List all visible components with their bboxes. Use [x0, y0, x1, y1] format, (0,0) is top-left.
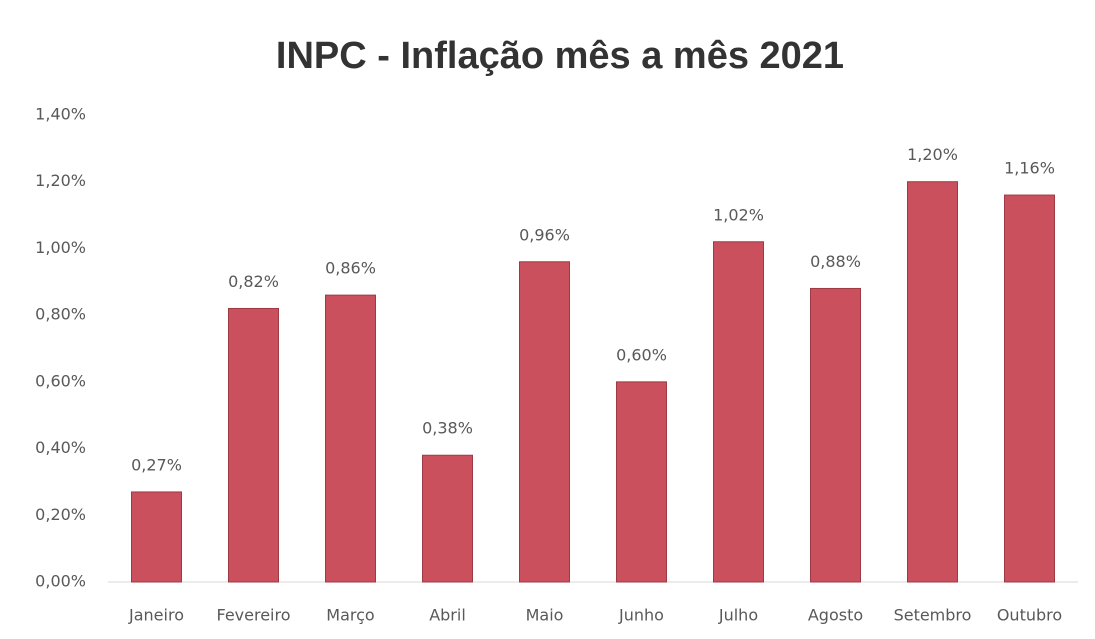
x-tick-label: Março — [326, 606, 374, 625]
data-label: 1,16% — [1004, 159, 1055, 178]
data-label: 0,88% — [810, 252, 861, 271]
x-tick-label: Junho — [618, 606, 664, 625]
bar — [907, 181, 958, 583]
bar — [1004, 194, 1055, 583]
data-label: 1,20% — [907, 145, 958, 164]
bar — [519, 261, 570, 583]
bar — [228, 307, 279, 583]
y-tick-label: 0,20% — [35, 505, 86, 524]
x-tick-label: Maio — [526, 606, 564, 625]
x-tick-label: Fevereiro — [216, 606, 290, 625]
x-tick-label: Abril — [429, 606, 466, 625]
data-label: 1,02% — [713, 205, 764, 224]
x-tick-label: Setembro — [894, 606, 972, 625]
y-tick-label: 1,00% — [35, 238, 86, 257]
bar — [325, 294, 376, 583]
y-tick-label: 0,80% — [35, 305, 86, 324]
y-tick-label: 1,40% — [35, 105, 86, 124]
y-tick-label: 0,60% — [35, 371, 86, 390]
x-tick-label: Agosto — [808, 606, 863, 625]
data-label: 0,82% — [228, 272, 279, 291]
chart-title: INPC - Inflação mês a mês 2021 — [276, 35, 844, 77]
data-label: 0,60% — [616, 345, 667, 364]
x-tick-label: Janeiro — [128, 606, 184, 625]
y-tick-label: 0,40% — [35, 438, 86, 457]
bar — [616, 381, 667, 583]
data-label: 0,86% — [325, 259, 376, 278]
bar — [713, 241, 764, 583]
data-label: 0,27% — [131, 455, 182, 474]
bar — [810, 287, 861, 583]
data-label: 0,38% — [422, 419, 473, 438]
y-tick-label: 1,20% — [35, 171, 86, 190]
x-tick-label: Outubro — [997, 606, 1062, 625]
data-label: 0,96% — [519, 225, 570, 244]
bar — [422, 454, 473, 583]
x-tick-label: Julho — [718, 606, 758, 625]
y-tick-label: 0,00% — [35, 572, 86, 591]
bar — [131, 491, 182, 583]
